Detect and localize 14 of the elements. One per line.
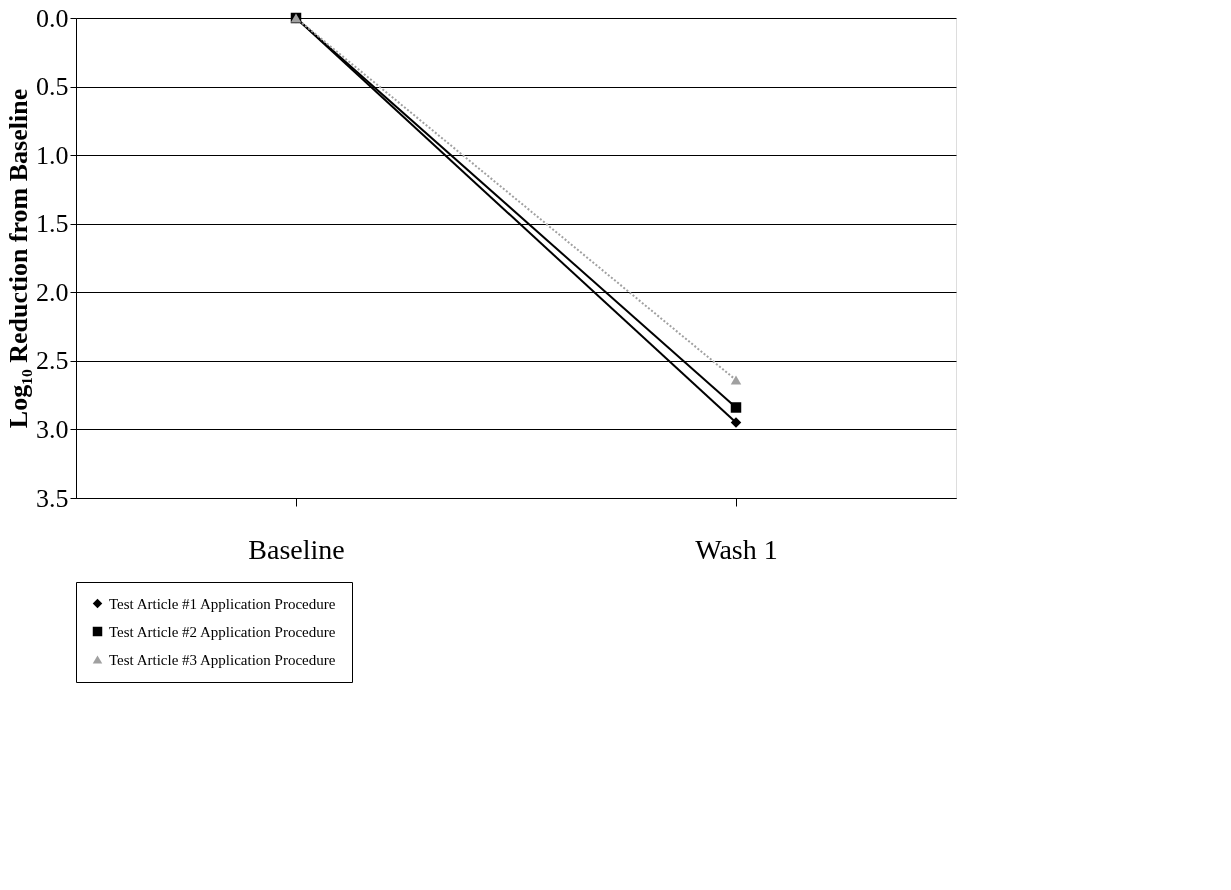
y-tick-label: 3.0 <box>36 414 69 444</box>
y-tick-label: 0.5 <box>36 72 69 102</box>
y-tick-label: 3.5 <box>36 483 69 513</box>
y-tick-label: 1.0 <box>36 140 69 170</box>
legend-label: Test Article #3 Application Procedure <box>109 651 336 668</box>
y-tick-label: 0.0 <box>36 3 69 33</box>
legend-label: Test Article #2 Application Procedure <box>109 623 336 640</box>
y-tick-label: 2.5 <box>36 346 69 376</box>
y-axis-title: Log₁₀ Reduction from Baseline <box>4 88 33 429</box>
y-tick-label: 1.5 <box>36 209 69 239</box>
x-tick-label: Wash 1 <box>695 533 778 565</box>
x-tick-label: Baseline <box>248 533 345 565</box>
legend-label: Test Article #1 Application Procedure <box>109 595 336 612</box>
y-tick-label: 2.0 <box>36 277 69 307</box>
